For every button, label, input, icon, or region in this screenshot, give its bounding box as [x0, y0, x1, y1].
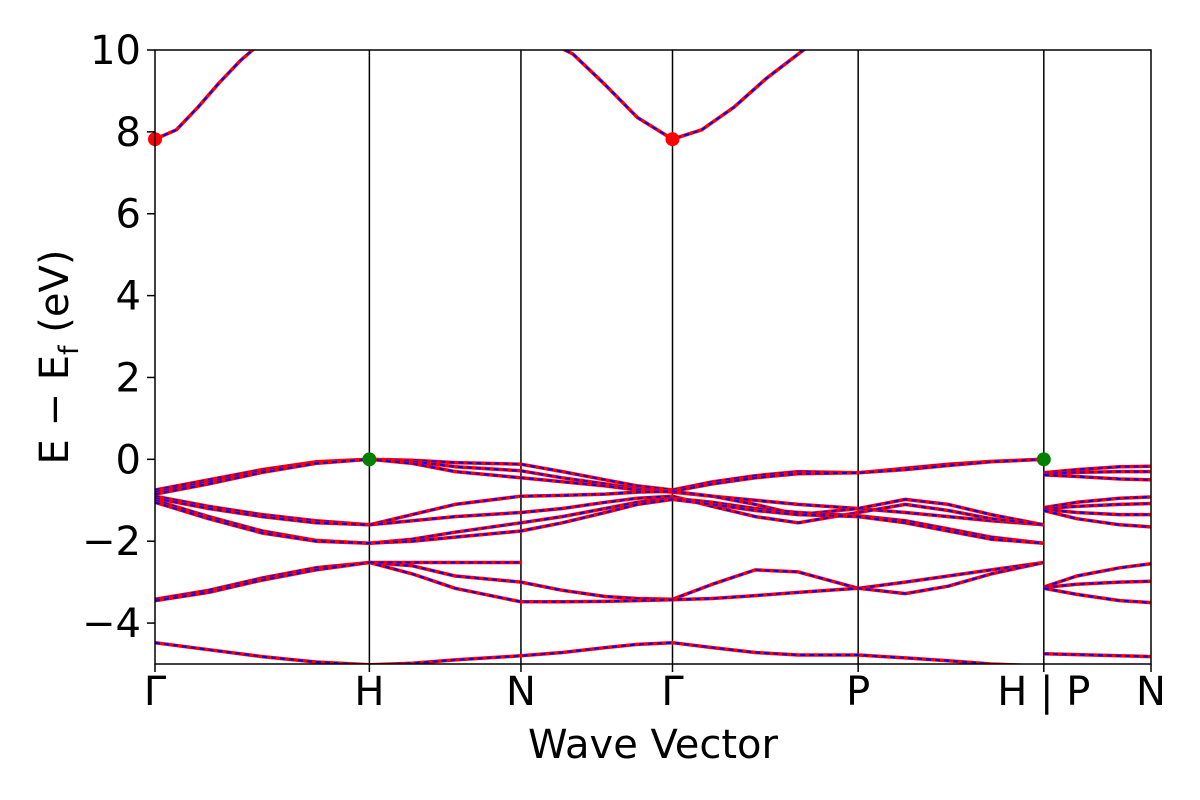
band-spin-up — [155, 561, 1045, 603]
kpoint-vertical-lines — [368, 50, 1045, 664]
band-spin-up — [155, 641, 1018, 664]
band-spin-up — [1043, 587, 1151, 604]
y-tick-label: 10 — [90, 28, 141, 74]
band-spin-up — [1043, 470, 1151, 475]
y-tick-label: 8 — [116, 110, 141, 156]
band-spin-up — [155, 458, 1044, 526]
band-spin-down — [1043, 586, 1151, 605]
x-tick-label: P — [846, 669, 870, 715]
x-axis-ticks: Γ H N Γ P H | P N — [144, 664, 1166, 715]
band-spin-up — [1043, 502, 1151, 510]
band-spin-up — [1043, 496, 1151, 509]
x-tick-label: Γ — [661, 669, 684, 715]
y-axis-label-unit: (eV) — [32, 250, 78, 346]
band-spin-up — [1043, 652, 1151, 658]
vbm-marker — [1036, 452, 1051, 467]
x-tick-label: H | P — [997, 669, 1090, 715]
x-tick-label: N — [1136, 669, 1166, 715]
y-tick-label: −2 — [82, 519, 141, 565]
band-spin-up — [1043, 580, 1151, 589]
y-tick-label: 4 — [116, 274, 141, 320]
band-spin-down — [155, 640, 1038, 664]
band-spin-down — [155, 50, 256, 141]
band-spin-up — [155, 495, 1044, 526]
y-tick-label: 2 — [116, 355, 141, 401]
vbm-marker — [362, 452, 377, 467]
cbm-marker — [665, 132, 680, 147]
band-spin-up — [1043, 562, 1151, 588]
x-tick-label: Γ — [144, 669, 167, 715]
x-tick-label: H — [354, 669, 384, 715]
band-spin-down — [561, 50, 807, 141]
x-tick-label: N — [506, 669, 536, 715]
plot-frame — [154, 49, 1152, 665]
y-axis-label: E − Ef (eV) — [32, 250, 85, 465]
band-spin-up — [155, 498, 1044, 545]
band-edge-markers — [148, 132, 1051, 467]
y-tick-label: 6 — [116, 192, 141, 238]
x-axis-label: Wave Vector — [528, 722, 779, 768]
band-lines — [155, 50, 1151, 664]
band-spin-up — [1043, 465, 1151, 474]
band-spin-up — [1043, 509, 1151, 528]
band-spin-up — [562, 50, 806, 141]
y-axis-label-subscript: f — [54, 344, 85, 355]
band-spin-up — [1043, 508, 1151, 516]
y-tick-label: 0 — [116, 437, 141, 483]
band-spin-up — [1043, 473, 1151, 481]
y-axis-label-main: E − E — [32, 355, 78, 465]
y-axis-ticks: −4 −2 0 2 4 6 8 10 — [82, 28, 155, 647]
y-tick-label: −4 — [82, 601, 141, 647]
